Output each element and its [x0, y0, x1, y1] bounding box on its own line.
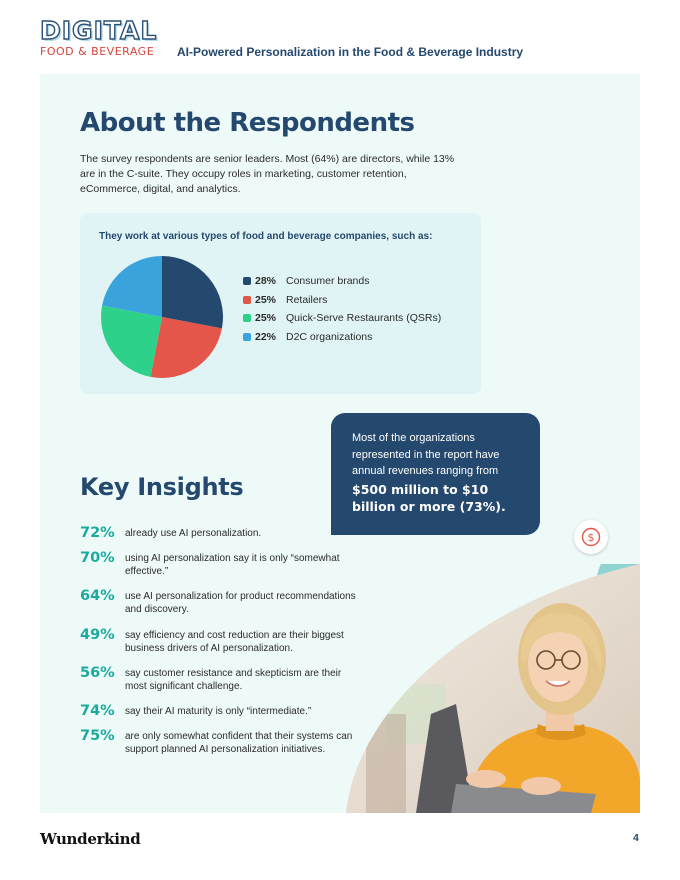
insight-value: 75%: [80, 728, 115, 744]
insight-value: 64%: [80, 588, 115, 604]
woman-laptop-photo: [346, 564, 640, 813]
legend-label: D2C organizations: [286, 330, 373, 343]
pie-slice-2: [101, 305, 162, 377]
legend-label: Quick-Serve Restaurants (QSRs): [286, 312, 442, 325]
digital-food-beverage-logo: DIGITAL FOOD & BEVERAGE: [39, 16, 158, 58]
svg-text:$: $: [588, 531, 595, 544]
legend-item: 22% D2C organizations: [243, 328, 441, 347]
insight-value: 70%: [80, 550, 115, 566]
insight-text: say their AI maturity is only “intermedi…: [125, 706, 312, 717]
legend-swatch: [243, 277, 251, 286]
logo-wordmark-top: DIGITAL: [39, 16, 158, 45]
logo-wordmark-bottom: FOOD & BEVERAGE: [40, 45, 155, 58]
insight-text: are only somewhat confident that their s…: [125, 731, 353, 755]
legend-percent: 25%: [255, 293, 277, 306]
callout-highlight: $500 million to $10 billion or more (73%…: [352, 481, 506, 515]
insight-text: say efficiency and cost reduction are th…: [125, 630, 344, 654]
legend-percent: 22%: [255, 330, 277, 343]
insight-text: already use AI personalization.: [125, 528, 262, 539]
legend-percent: 28%: [255, 275, 277, 288]
dollar-circle-icon: $: [574, 520, 608, 554]
legend-item: 25% Retailers: [243, 291, 441, 310]
insight-item: 74% say their AI maturity is only “inter…: [80, 703, 360, 719]
legend-item: 25% Quick-Serve Restaurants (QSRs): [243, 309, 441, 328]
dollar-icon: $: [581, 527, 601, 547]
insight-text: say customer resistance and skepticism a…: [125, 668, 342, 692]
pie-slice-1: [150, 317, 222, 378]
insight-value: 74%: [80, 703, 115, 719]
legend-swatch: [243, 332, 251, 341]
respondents-intro: The survey respondents are senior leader…: [80, 153, 455, 195]
insight-item: 64% use AI personalization for product r…: [80, 588, 360, 616]
report-title: AI-Powered Personalization in the Food &…: [177, 45, 524, 59]
legend-swatch: [243, 295, 251, 304]
callout-text: Most of the organizations represented in…: [352, 432, 500, 477]
key-insights-heading: Key Insights: [80, 473, 244, 501]
photo-illustration: [346, 564, 640, 813]
respondents-heading: About the Respondents: [80, 108, 415, 138]
insight-value: 72%: [80, 525, 115, 541]
legend-label: Consumer brands: [286, 275, 370, 288]
insight-item: 56% say customer resistance and skeptici…: [80, 665, 360, 693]
company-types-card: They work at various types of food and b…: [80, 213, 481, 394]
insight-value: 56%: [80, 665, 115, 681]
pie-slice-0: [162, 256, 223, 329]
insight-value: 49%: [80, 627, 115, 643]
insight-item: 75% are only somewhat confident that the…: [80, 728, 360, 756]
chart-legend: 28% Consumer brands 25% Retailers 25% Qu…: [243, 272, 441, 346]
legend-label: Retailers: [286, 293, 328, 306]
insight-item: 49% say efficiency and cost reduction ar…: [80, 627, 360, 655]
content-panel: About the Respondents The survey respond…: [40, 74, 640, 813]
insight-item: 72% already use AI personalization.: [80, 525, 360, 541]
company-types-pie-chart: [101, 256, 223, 378]
legend-percent: 25%: [255, 312, 277, 325]
revenue-callout: Most of the organizations represented in…: [331, 413, 540, 535]
insight-text: using AI personalization say it is only …: [125, 553, 340, 577]
wunderkind-logo: Wunderkind: [40, 830, 141, 848]
chart-title: They work at various types of food and b…: [99, 231, 433, 242]
legend-swatch: [243, 314, 251, 323]
insight-item: 70% using AI personalization say it is o…: [80, 550, 360, 578]
insight-text: use AI personalization for product recom…: [125, 591, 356, 615]
legend-item: 28% Consumer brands: [243, 272, 441, 291]
pie-slice-3: [102, 256, 162, 317]
page-number: 4: [633, 832, 639, 844]
